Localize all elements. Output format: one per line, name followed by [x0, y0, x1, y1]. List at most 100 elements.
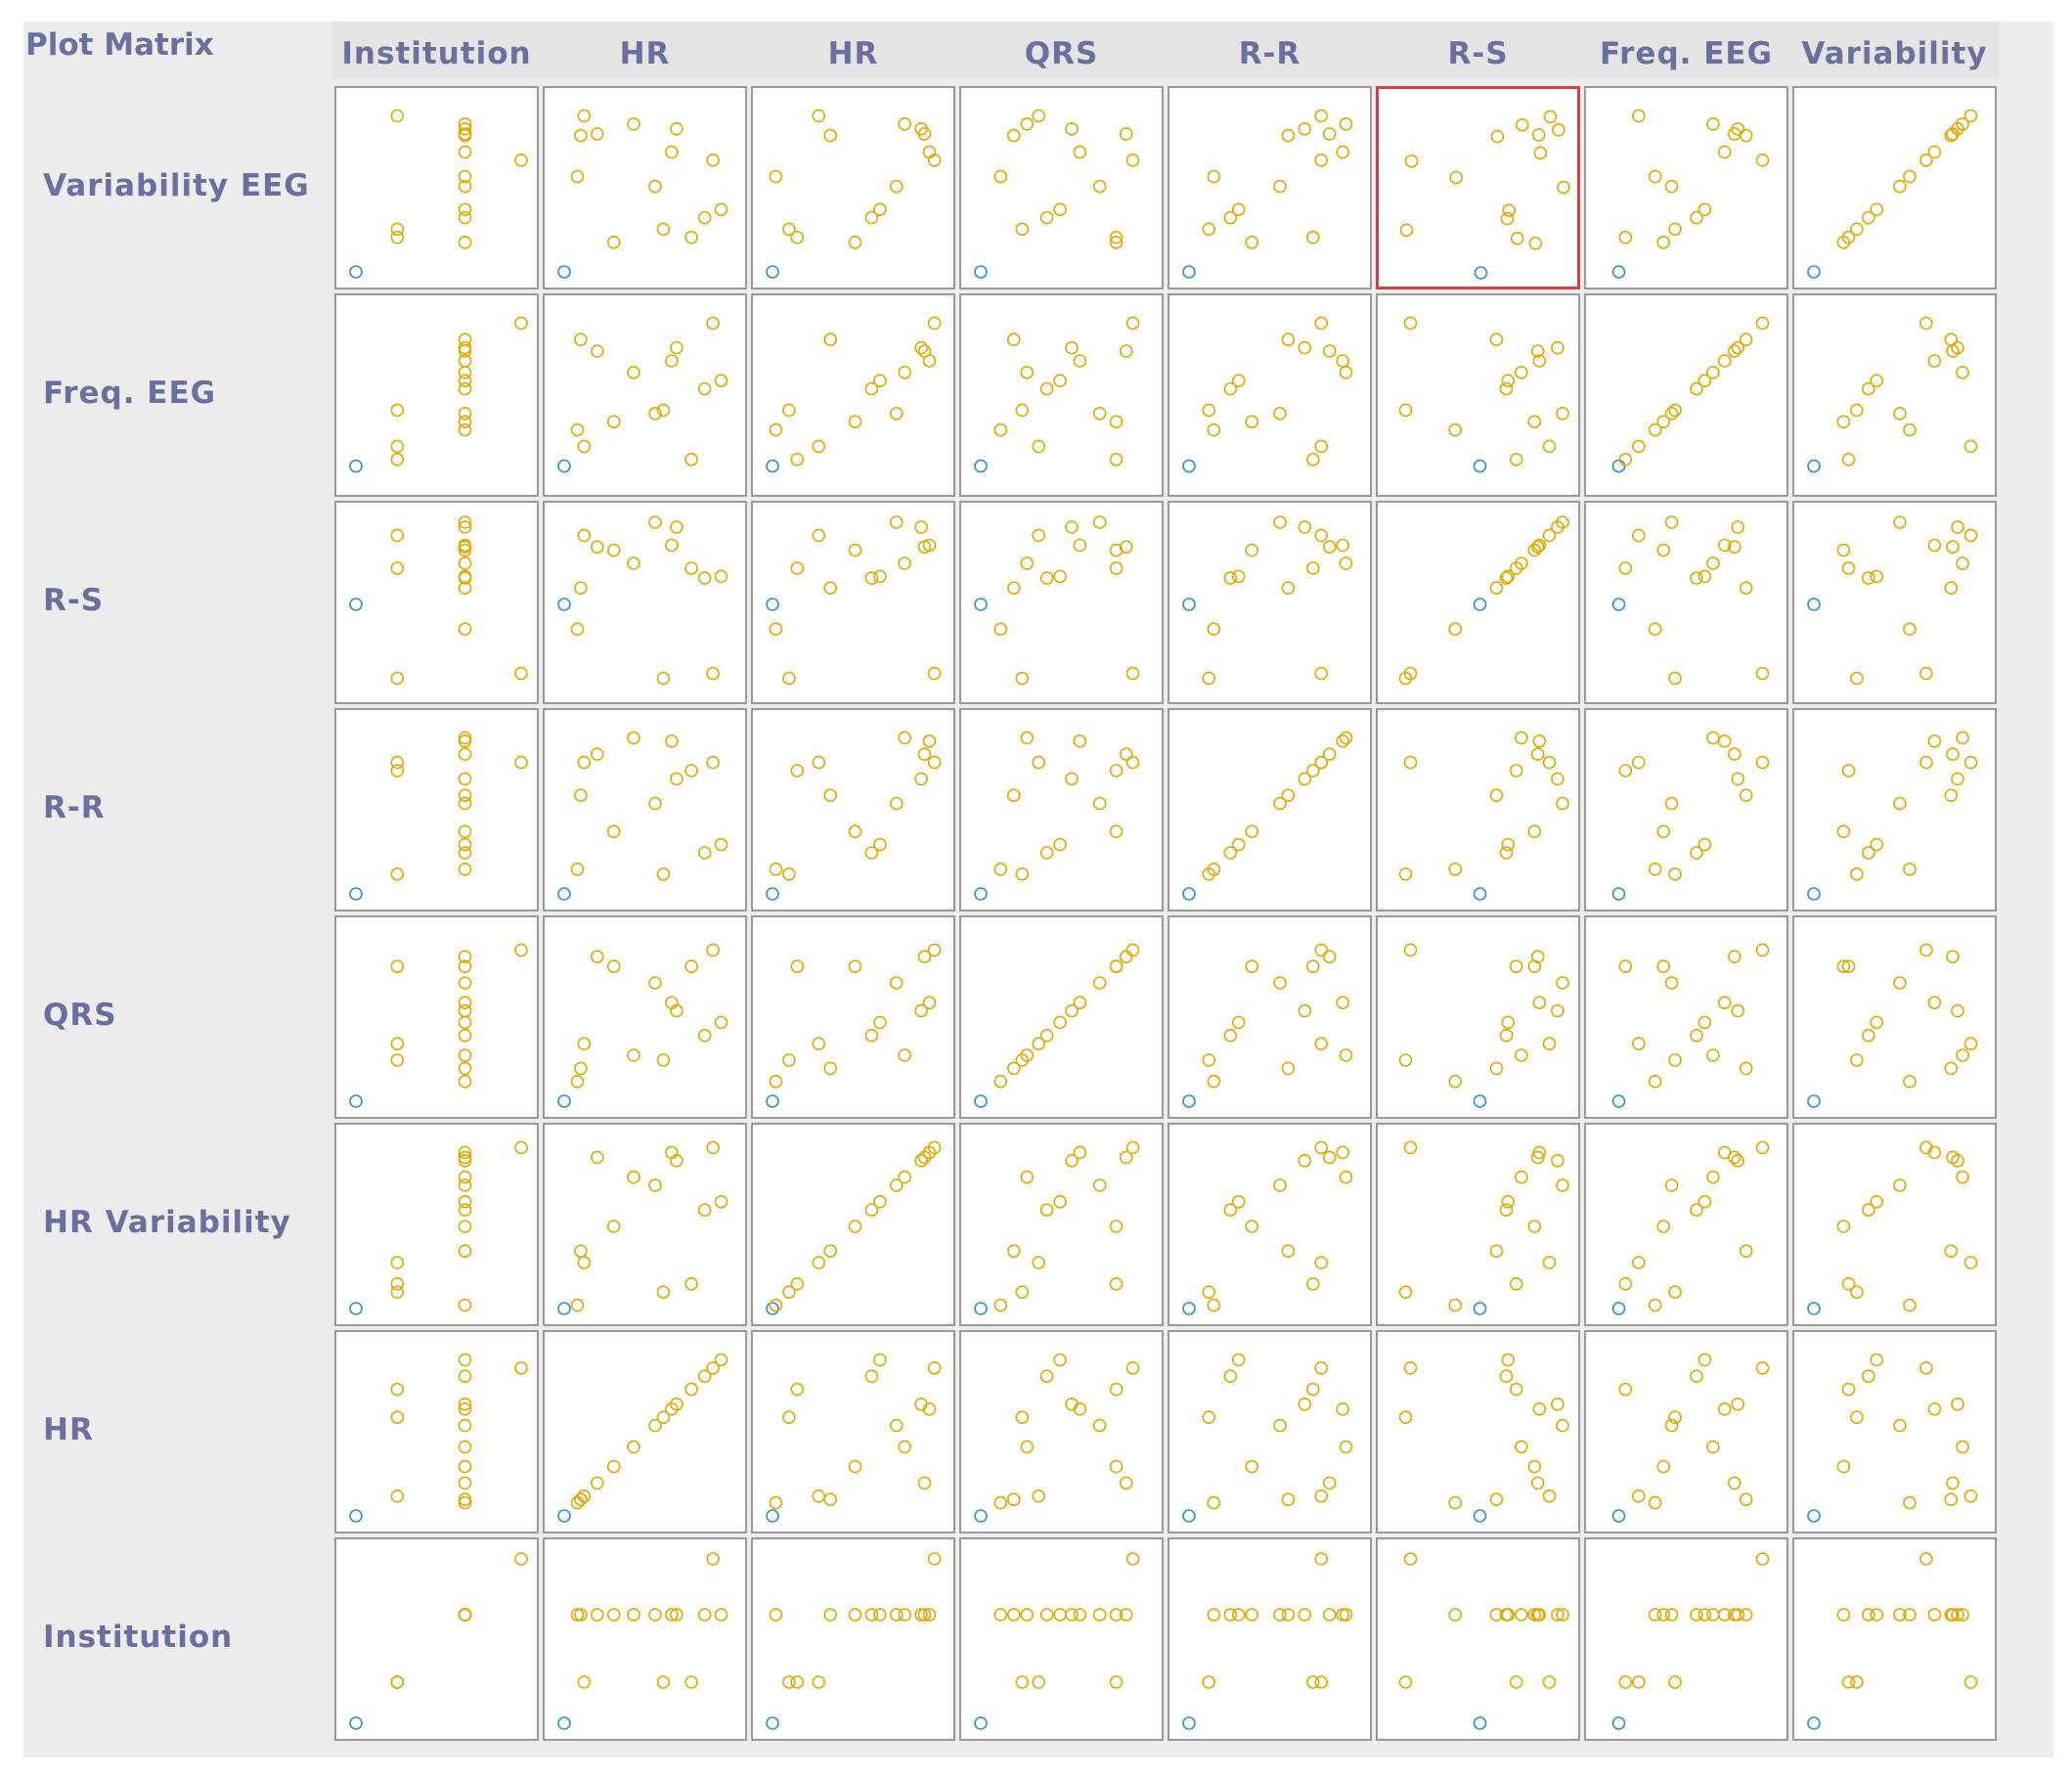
data-point[interactable]: [458, 1353, 472, 1367]
data-point[interactable]: [1207, 1608, 1221, 1622]
row-header-hr[interactable]: HR: [43, 1412, 94, 1447]
data-point[interactable]: [1065, 1003, 1079, 1018]
data-point[interactable]: [665, 145, 679, 159]
data-point[interactable]: [914, 1608, 928, 1622]
data-point[interactable]: [1182, 265, 1196, 279]
data-point[interactable]: [927, 666, 942, 681]
data-point[interactable]: [557, 1302, 571, 1315]
data-point[interactable]: [1903, 1608, 1917, 1622]
data-point[interactable]: [684, 230, 698, 244]
data-point[interactable]: [790, 1277, 805, 1291]
plot-cell-institution-vs-hr[interactable]: [543, 1537, 747, 1741]
data-point[interactable]: [1032, 1256, 1045, 1269]
plot-cell-freq-eeg-vs-r-s[interactable]: [1376, 293, 1580, 497]
data-point[interactable]: [1755, 943, 1770, 957]
data-point[interactable]: [1281, 1608, 1296, 1622]
data-point[interactable]: [1697, 569, 1712, 584]
data-point[interactable]: [590, 127, 604, 141]
data-point[interactable]: [1706, 1048, 1720, 1062]
data-point[interactable]: [1862, 571, 1875, 585]
data-point[interactable]: [557, 1094, 571, 1108]
data-point[interactable]: [1946, 540, 1960, 555]
data-point[interactable]: [1032, 755, 1045, 770]
data-point[interactable]: [670, 1003, 683, 1018]
plot-cell-variability-eeg-vs-r-s[interactable]: [1376, 86, 1580, 289]
row-header-institution[interactable]: Institution: [43, 1620, 234, 1655]
data-point[interactable]: [1245, 415, 1258, 428]
data-point[interactable]: [1109, 1675, 1124, 1689]
data-point[interactable]: [1755, 154, 1770, 167]
data-point[interactable]: [812, 1037, 826, 1050]
data-point[interactable]: [898, 116, 911, 131]
data-point[interactable]: [1281, 333, 1296, 347]
data-point[interactable]: [670, 1153, 683, 1168]
data-point[interactable]: [1403, 943, 1418, 957]
data-point[interactable]: [1527, 1459, 1542, 1474]
data-point[interactable]: [1202, 222, 1216, 237]
data-point[interactable]: [1755, 666, 1770, 681]
data-point[interactable]: [864, 381, 879, 396]
data-point[interactable]: [993, 863, 1008, 876]
data-point[interactable]: [1963, 528, 1978, 543]
data-point[interactable]: [1448, 1075, 1462, 1088]
data-point[interactable]: [898, 366, 911, 379]
data-point[interactable]: [1706, 366, 1720, 379]
data-point[interactable]: [1314, 109, 1328, 123]
data-point[interactable]: [1611, 265, 1626, 279]
data-point[interactable]: [1946, 127, 1960, 141]
data-point[interactable]: [1946, 747, 1960, 762]
data-point[interactable]: [1073, 354, 1087, 368]
data-point[interactable]: [782, 1053, 796, 1067]
data-point[interactable]: [1543, 110, 1558, 124]
data-point[interactable]: [1530, 344, 1545, 358]
data-point[interactable]: [766, 1302, 779, 1315]
data-point[interactable]: [648, 179, 662, 194]
data-point[interactable]: [1322, 1150, 1337, 1165]
data-point[interactable]: [1963, 439, 1978, 454]
data-point[interactable]: [574, 1608, 588, 1622]
data-point[interactable]: [782, 222, 796, 237]
data-point[interactable]: [914, 1003, 928, 1018]
data-point[interactable]: [458, 846, 472, 860]
row-header-variability-eeg[interactable]: Variability EEG: [43, 168, 310, 203]
data-point[interactable]: [1530, 950, 1545, 964]
data-point[interactable]: [706, 154, 720, 167]
data-point[interactable]: [1125, 1552, 1140, 1566]
data-point[interactable]: [1322, 540, 1337, 555]
data-point[interactable]: [1306, 561, 1320, 575]
data-point[interactable]: [1542, 528, 1557, 543]
data-point[interactable]: [458, 1459, 472, 1474]
data-point[interactable]: [1306, 959, 1320, 974]
data-point[interactable]: [1207, 169, 1221, 184]
data-point[interactable]: [570, 1075, 585, 1088]
data-point[interactable]: [1862, 846, 1875, 860]
data-point[interactable]: [458, 540, 472, 555]
data-point[interactable]: [627, 1170, 640, 1184]
data-point[interactable]: [1245, 1608, 1258, 1622]
data-point[interactable]: [1956, 556, 1969, 570]
data-point[interactable]: [1648, 1608, 1662, 1622]
data-point[interactable]: [574, 1492, 588, 1506]
data-point[interactable]: [1951, 121, 1964, 136]
data-point[interactable]: [1231, 374, 1246, 387]
data-point[interactable]: [1119, 540, 1133, 555]
data-point[interactable]: [1119, 344, 1133, 358]
data-point[interactable]: [1298, 1003, 1312, 1018]
data-point[interactable]: [648, 1418, 662, 1433]
data-point[interactable]: [1807, 459, 1821, 473]
data-point[interactable]: [458, 515, 472, 529]
data-point[interactable]: [1065, 1608, 1079, 1622]
data-point[interactable]: [917, 344, 932, 358]
data-point[interactable]: [1690, 846, 1703, 860]
data-point[interactable]: [1403, 1360, 1418, 1375]
data-point[interactable]: [1946, 1608, 1960, 1622]
data-point[interactable]: [1807, 1094, 1821, 1108]
data-point[interactable]: [390, 230, 405, 244]
data-point[interactable]: [714, 1608, 728, 1622]
data-point[interactable]: [627, 1608, 640, 1622]
data-point[interactable]: [1956, 1048, 1969, 1062]
data-point[interactable]: [349, 1094, 363, 1108]
data-point[interactable]: [1919, 1552, 1933, 1566]
data-point[interactable]: [1944, 128, 1959, 143]
data-point[interactable]: [349, 598, 363, 611]
